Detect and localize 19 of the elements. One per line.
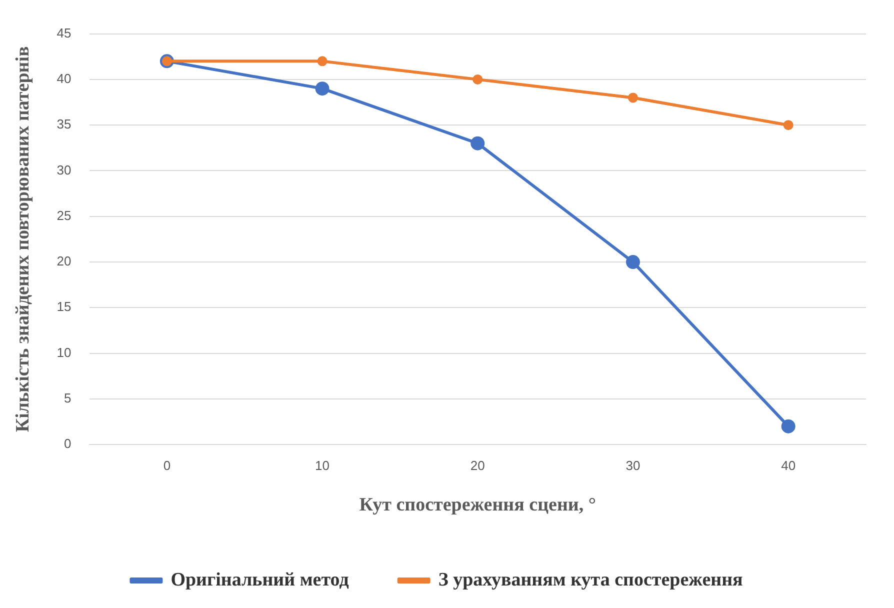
- x-tick-label: 0: [163, 458, 171, 473]
- y-tick-label: 10: [56, 344, 72, 360]
- legend-label: Оригінальний метод: [170, 569, 350, 590]
- y-tick-label: 15: [56, 299, 72, 314]
- y-axis-title: Кількість знайдених повторюваних патернів: [12, 46, 34, 432]
- x-tick-label: 20: [470, 458, 485, 473]
- y-tick-label: 0: [64, 436, 72, 452]
- x-tick-label: 40: [781, 458, 796, 473]
- x-tick-label: 10: [315, 458, 330, 473]
- y-tick-label: 45: [56, 25, 72, 40]
- y-tick-label: 35: [56, 116, 72, 132]
- y-tick-label: 40: [56, 71, 72, 86]
- legend-label: З урахуванням кута спостереження: [438, 569, 743, 590]
- y-tick-label: 30: [56, 162, 72, 178]
- y-tick-label: 20: [56, 254, 72, 269]
- x-tick-label: 30: [626, 458, 640, 473]
- x-axis-title: Кут спостереження сцени, °: [359, 494, 596, 516]
- y-tick-label: 25: [56, 208, 72, 223]
- y-tick-label: 5: [64, 390, 72, 406]
